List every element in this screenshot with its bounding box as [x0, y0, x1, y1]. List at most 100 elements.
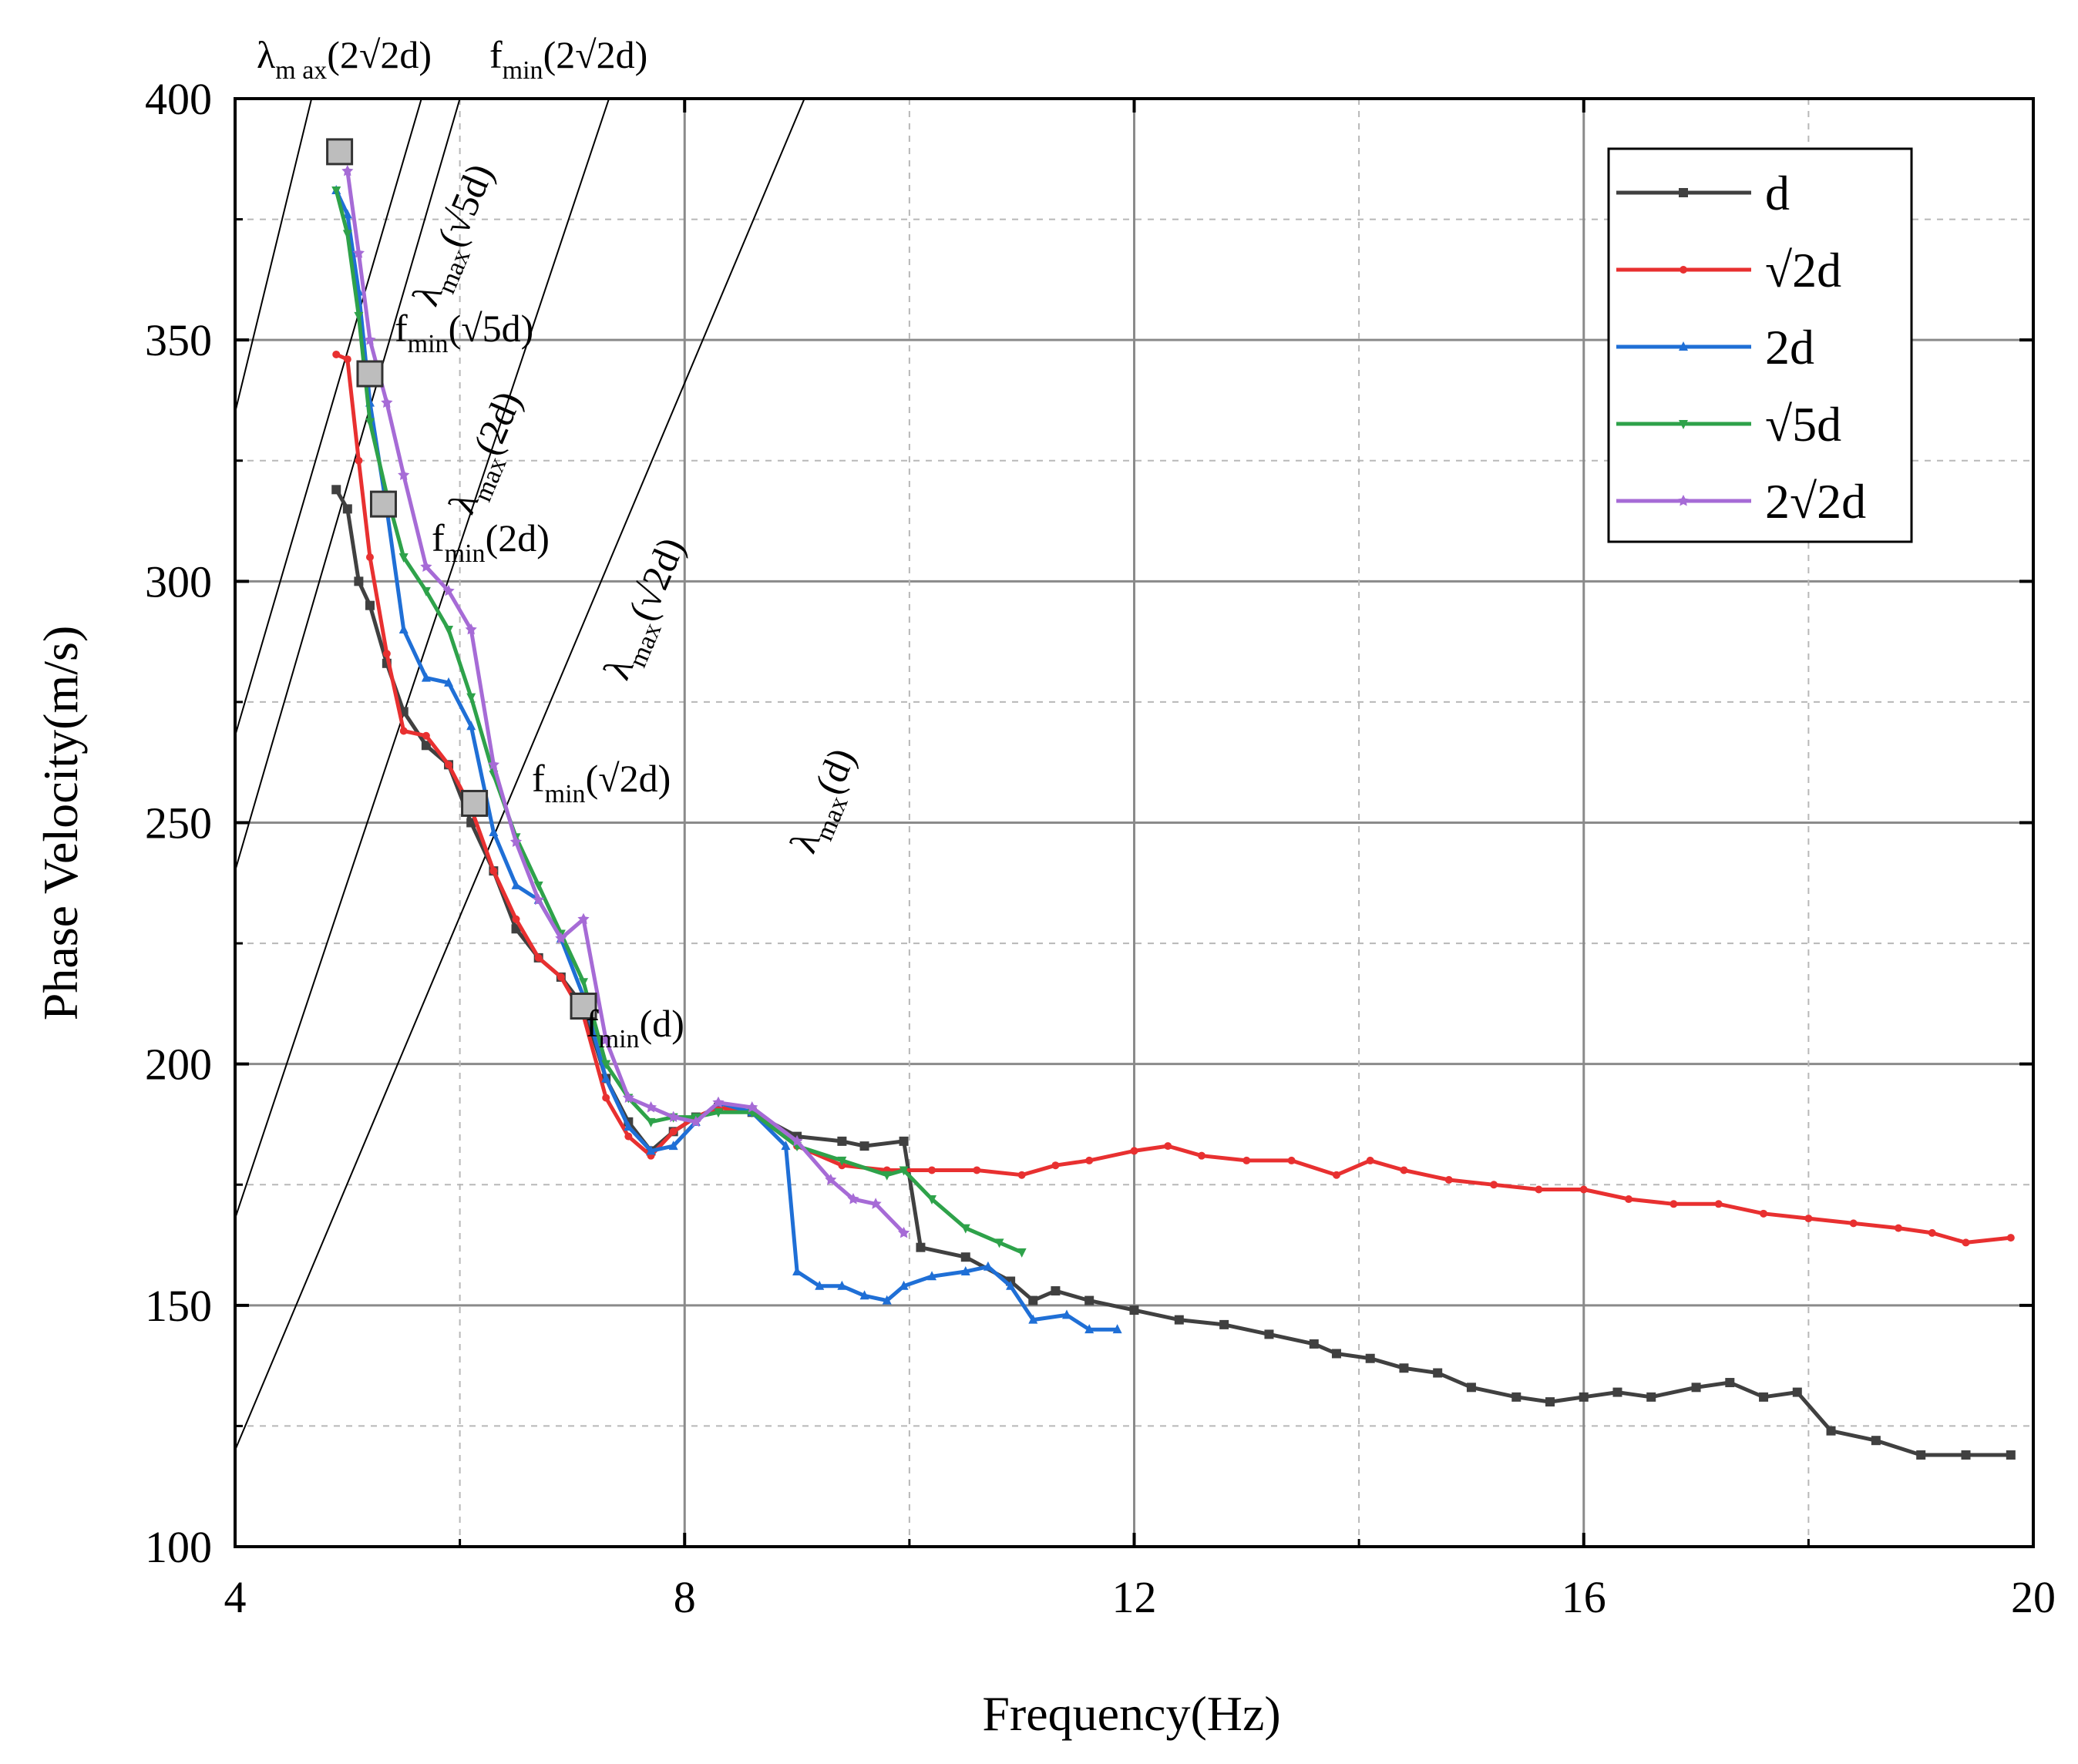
data-point — [2006, 1450, 2016, 1460]
data-point — [983, 1261, 993, 1271]
data-point — [1366, 1156, 1374, 1164]
data-point — [837, 1156, 847, 1166]
data-point — [1691, 1383, 1701, 1393]
data-point — [928, 1166, 936, 1174]
data-point — [365, 600, 375, 610]
data-point — [341, 165, 354, 176]
annotation-arg: (√2d) — [586, 757, 671, 800]
axis-ticks: 100 150 200 250 300 350 400 4 8 12 16 20 — [145, 74, 2056, 1622]
key-point-marker — [369, 490, 397, 518]
data-point — [381, 396, 393, 408]
legend-entry: √5d — [1616, 397, 1841, 452]
data-point — [1051, 1286, 1061, 1296]
data-point — [847, 1193, 859, 1205]
data-point — [556, 973, 565, 981]
y-tick-label: 350 — [145, 315, 212, 365]
data-point — [668, 1141, 678, 1151]
data-point — [1084, 1324, 1094, 1334]
data-point — [882, 1171, 892, 1181]
data-point — [713, 1108, 723, 1118]
data-point — [444, 625, 454, 635]
data-point — [1612, 1387, 1622, 1397]
data-point — [1895, 1224, 1903, 1232]
series-line — [334, 189, 1118, 1332]
data-point — [1669, 1200, 1678, 1208]
data-point — [601, 1073, 611, 1083]
data-point — [1130, 1147, 1138, 1155]
data-point — [1006, 1280, 1016, 1290]
data-point — [960, 1265, 970, 1275]
data-point — [354, 576, 364, 586]
data-point — [342, 209, 352, 219]
series-layer — [331, 165, 2016, 1460]
annotation-base: f — [532, 757, 545, 800]
data-point — [1365, 1353, 1375, 1363]
data-point — [399, 727, 408, 735]
annotation-subscript: min — [408, 330, 449, 358]
data-point — [332, 350, 341, 358]
annotation-base: f — [489, 33, 503, 76]
data-point — [382, 650, 391, 658]
data-point — [421, 741, 431, 751]
data-point — [511, 879, 521, 889]
data-point — [489, 867, 498, 875]
data-point — [1017, 1171, 1026, 1179]
data-point — [600, 1033, 612, 1045]
y-tick-label: 200 — [145, 1040, 212, 1090]
data-point — [690, 1115, 702, 1127]
data-point — [1725, 1378, 1735, 1388]
data-point — [509, 835, 523, 847]
data-point — [898, 1226, 910, 1238]
data-point — [1400, 1166, 1408, 1174]
data-point — [994, 1238, 1004, 1248]
data-point — [746, 1101, 758, 1113]
data-point — [1287, 1156, 1296, 1164]
data-point — [927, 1195, 937, 1205]
data-point — [422, 731, 430, 740]
key-point-marker — [356, 360, 384, 388]
data-point — [899, 1280, 909, 1290]
data-point — [1331, 1349, 1341, 1359]
y-tick-label: 150 — [145, 1281, 212, 1331]
annotation-fmin-d: fmin(d) — [586, 1002, 684, 1053]
legend-entry: √2d — [1616, 243, 1841, 297]
data-point — [331, 186, 341, 197]
annotation-subscript: min — [545, 780, 586, 808]
data-point — [398, 553, 409, 563]
legend-swatch-marker — [1679, 188, 1688, 197]
data-point — [837, 1280, 847, 1290]
annotation-arg: (d) — [640, 1002, 684, 1045]
data-point — [398, 623, 409, 633]
data-point — [1433, 1368, 1443, 1378]
data-point — [342, 504, 352, 514]
series-4 — [341, 165, 910, 1238]
resolution-line — [235, 99, 461, 872]
data-point — [1112, 1324, 1122, 1334]
data-point — [601, 1060, 611, 1070]
annotation-base: λ — [257, 33, 275, 76]
annotation-base: f — [586, 1002, 599, 1045]
data-point — [1928, 1228, 1936, 1237]
data-point — [1545, 1397, 1555, 1407]
data-point — [927, 1271, 937, 1281]
data-point — [364, 334, 376, 345]
resolution-line — [235, 99, 313, 413]
y-tick-label: 400 — [145, 74, 212, 124]
data-point — [1871, 1436, 1881, 1446]
data-point — [1197, 1151, 1205, 1160]
legend-label: √5d — [1765, 397, 1841, 452]
data-point — [815, 1280, 825, 1290]
data-point — [354, 311, 364, 321]
data-point — [512, 915, 520, 923]
data-point — [644, 1101, 657, 1113]
annotation-subscript: min — [599, 1025, 640, 1053]
key-points — [326, 138, 597, 1020]
data-point — [355, 456, 363, 465]
data-point — [646, 1145, 656, 1155]
legend-label: 2d — [1765, 320, 1814, 375]
data-point — [1962, 1238, 1970, 1247]
legend: d √2d 2d √5d 2√2d — [1607, 147, 1913, 543]
data-point — [960, 1252, 970, 1262]
data-point — [882, 1295, 892, 1305]
data-point — [489, 827, 499, 837]
